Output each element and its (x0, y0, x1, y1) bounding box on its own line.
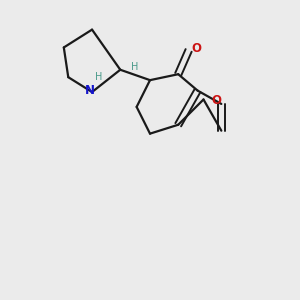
Text: O: O (211, 94, 221, 107)
Text: H: H (131, 62, 138, 72)
Text: N: N (85, 84, 95, 97)
Text: O: O (191, 42, 201, 56)
Text: H: H (95, 72, 103, 82)
